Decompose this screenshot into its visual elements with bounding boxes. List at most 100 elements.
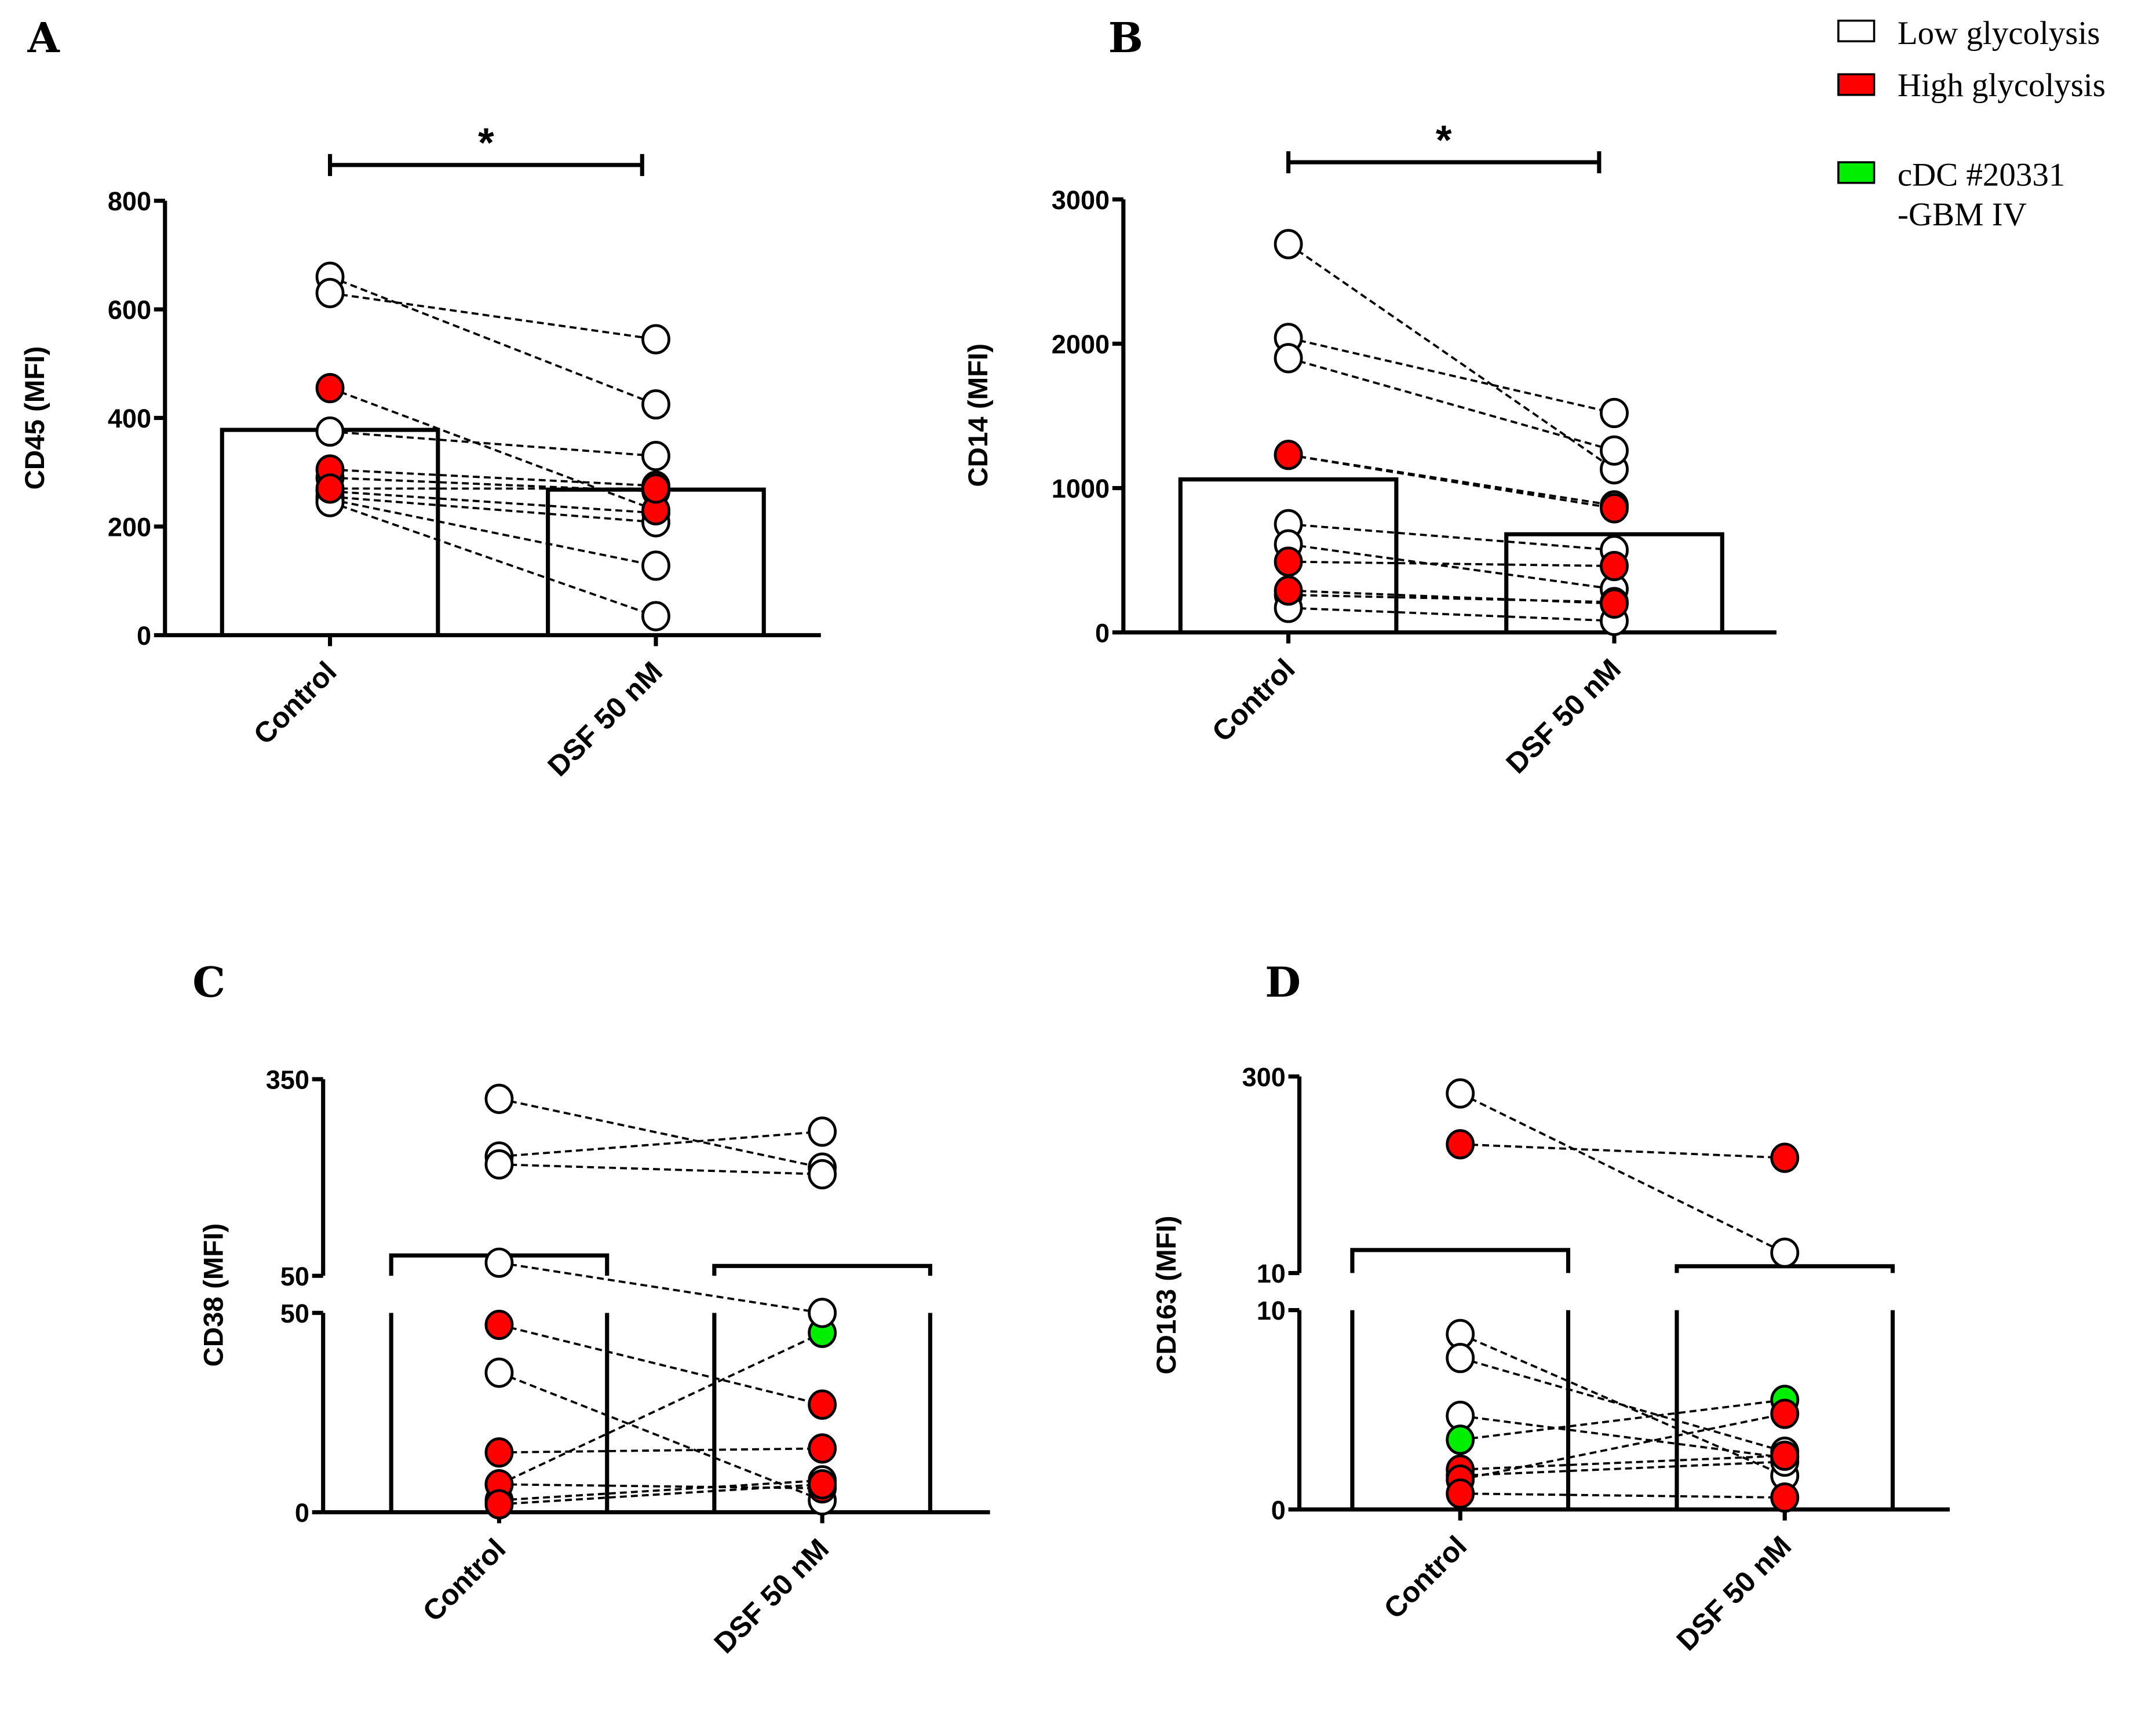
- data-point-dsf-high: [1600, 550, 1629, 582]
- data-point-control-low: [484, 1247, 514, 1278]
- y-tick-label: 300: [1242, 1062, 1286, 1092]
- data-point-control-low: [315, 416, 345, 447]
- data-point-dsf-high: [808, 1433, 837, 1464]
- data-point-control-high: [484, 1437, 514, 1468]
- pair-line: [1460, 1143, 1785, 1159]
- data-point-dsf-low: [808, 1298, 837, 1328]
- y-tick-label: 1000: [1052, 474, 1110, 503]
- bar-control: [1350, 1248, 1571, 1510]
- data-point-control-low: [484, 1149, 514, 1180]
- legend-label: Low glycolysis: [1898, 15, 2100, 52]
- data-point-dsf-high: [1770, 1440, 1800, 1471]
- panel-b: B CD14 (MFI) 0 1000 2000 3000 Control DSF 50 nM…: [963, 13, 1777, 780]
- data-point-control-low: [1446, 1078, 1475, 1109]
- pair-line: [330, 468, 656, 487]
- data-point-dsf-low: [808, 1159, 837, 1190]
- pair-line: [329, 501, 656, 618]
- bar-control: [1178, 477, 1399, 633]
- y-tick-label: 0: [1271, 1495, 1286, 1525]
- legend-swatch-high: [1837, 73, 1876, 96]
- data-point-control-high: [1274, 440, 1303, 470]
- pair-line: [1460, 1412, 1785, 1481]
- data-point-dsf-low: [641, 601, 670, 631]
- pair-line: [1288, 560, 1615, 567]
- data-point-control-high: [484, 1489, 514, 1520]
- pair-line: [330, 430, 656, 457]
- legend-label: cDC #20331: [1898, 156, 2065, 193]
- y-tick-label: 10: [1257, 1259, 1286, 1288]
- pair-line: [1288, 357, 1615, 452]
- data-point-dsf-high: [1770, 1142, 1800, 1173]
- pair-line: [499, 1479, 823, 1502]
- y-tick-label: 0: [1095, 618, 1110, 648]
- y-tick-label: 350: [266, 1065, 309, 1095]
- pair-line: [330, 292, 656, 341]
- pair-line: [498, 1324, 823, 1406]
- pair-line: [498, 1332, 823, 1486]
- data-point-control-low: [1274, 229, 1303, 260]
- y-tick-label: 200: [108, 513, 151, 542]
- panel-letter: D: [1265, 958, 1301, 1007]
- panel-c: C CD38 (MFI) 0 50 50 350 Control DSF 50 nM: [192, 958, 990, 1660]
- pair-line: [499, 1447, 823, 1454]
- data-point-dsf-low: [641, 550, 670, 581]
- pair-line: [1460, 1492, 1785, 1499]
- significance-bracket: [327, 154, 644, 176]
- data-point-dsf-high: [1600, 493, 1629, 524]
- data-point-control-high: [315, 473, 345, 504]
- x-tick-label: DSF 50 nM: [1670, 1529, 1798, 1657]
- pair-line: [1287, 243, 1615, 470]
- data-point-control-low: [1446, 1343, 1475, 1374]
- pair-line: [1288, 523, 1615, 551]
- panel-letter: B: [1108, 13, 1143, 62]
- significance-star: *: [478, 120, 494, 166]
- data-point-dsf-high: [808, 1469, 837, 1500]
- data-point-control-high: [315, 372, 345, 404]
- legend-label: High glycolysis: [1898, 67, 2106, 104]
- data-point-control-high: [1446, 1478, 1475, 1509]
- significance-star: *: [1436, 118, 1452, 163]
- x-tick-label: Control: [1377, 1529, 1473, 1625]
- x-tick-label: DSF 50 nM: [541, 655, 669, 783]
- data-point-dsf-high: [1770, 1482, 1800, 1513]
- pair-line: [1288, 543, 1615, 590]
- data-point-control-low: [484, 1083, 514, 1114]
- y-tick-label: 2000: [1052, 330, 1110, 359]
- y-tick-label: 10: [1257, 1296, 1286, 1325]
- data-point-control-high: [484, 1309, 514, 1341]
- pair-line: [499, 1483, 823, 1506]
- data-point-control-high: [1274, 546, 1303, 577]
- pair-line: [1460, 1454, 1785, 1471]
- pair-line: [1288, 337, 1615, 414]
- data-point-dsf-low: [1770, 1237, 1800, 1268]
- x-tick-label: Control: [247, 655, 343, 751]
- data-point-dsf-high: [641, 473, 670, 504]
- data-point-dsf-low: [641, 389, 670, 420]
- legend-swatch-cdc: [1837, 161, 1876, 184]
- y-tick-label: 0: [137, 621, 151, 651]
- legend-label-line2: -GBM IV: [1898, 196, 2027, 233]
- data-point-dsf-low: [808, 1116, 837, 1147]
- y-tick-label: 0: [295, 1498, 309, 1528]
- y-tick-label: 600: [108, 295, 151, 325]
- data-point-control-cdc: [1446, 1425, 1475, 1455]
- pair-line: [330, 498, 656, 567]
- significance-bracket: [1286, 151, 1602, 174]
- pair-line: [499, 1261, 823, 1314]
- pair-line: [499, 1130, 823, 1158]
- y-axis-label: CD45 (MFI): [20, 346, 50, 490]
- x-tick-label: Control: [1206, 652, 1301, 748]
- data-point-dsf-high: [808, 1389, 837, 1420]
- data-point-control-high: [1446, 1129, 1475, 1160]
- pair-line: [1460, 1092, 1786, 1254]
- panel-letter: C: [192, 958, 225, 1007]
- data-point-control-low: [484, 1357, 514, 1388]
- panel-d: D CD163 (MFI) 0 10 10 300 Control DSF 50 nM: [1151, 958, 1950, 1657]
- y-tick-label: 50: [280, 1262, 309, 1291]
- data-point-dsf-high: [1600, 588, 1629, 619]
- pair-line: [498, 1371, 823, 1502]
- pair-line: [499, 1163, 823, 1175]
- y-axis-label: CD38 (MFI): [198, 1223, 229, 1367]
- pair-line: [329, 387, 656, 512]
